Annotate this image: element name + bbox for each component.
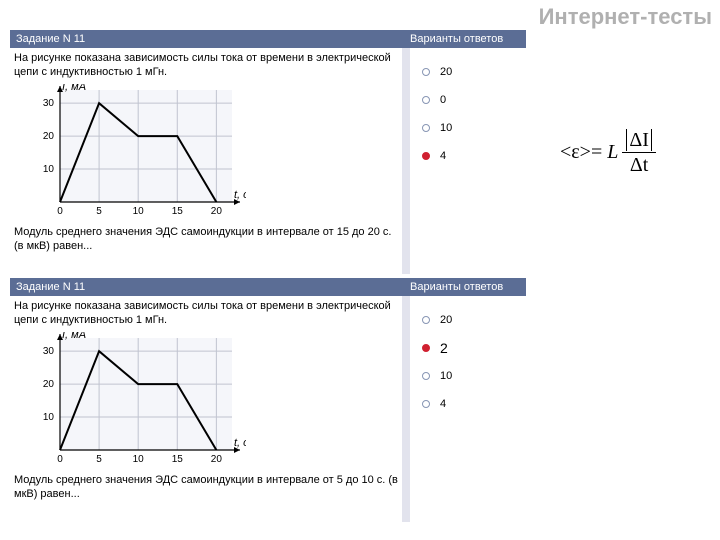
svg-text:5: 5 [96,206,102,217]
radio-icon [422,152,430,160]
svg-text:10: 10 [133,206,145,217]
answer-label: 20 [440,66,452,78]
svg-text:5: 5 [96,454,102,465]
answer-label: 20 [440,314,452,326]
answer-label: 2 [440,340,448,356]
answer-option[interactable]: 10 [422,362,522,390]
answer-option[interactable]: 10 [422,114,522,142]
radio-icon [422,316,430,324]
answer-list: 20 2 10 4 [422,306,522,418]
question-header: Задание N 11 Варианты ответов [10,30,526,48]
svg-text:20: 20 [211,454,223,465]
radio-icon [422,372,430,380]
answer-label: 4 [440,398,446,410]
radio-icon [422,124,430,132]
answer-option[interactable]: 0 [422,86,522,114]
radio-icon [422,96,430,104]
svg-text:10: 10 [43,164,55,175]
svg-text:15: 15 [172,206,184,217]
vertical-separator [402,48,410,274]
svg-text:30: 30 [43,346,55,357]
task-number: Задание N 11 [10,30,404,48]
answers-header: Варианты ответов [404,30,526,48]
emf-formula: <ε>= L ΔI Δt [560,130,656,175]
current-vs-time-chart: 0 5 10 15 20 10 20 30 I, мА t, с [26,84,246,224]
question-block-2: Задание N 11 Варианты ответов На рисунке… [10,278,526,522]
answer-list: 20 0 10 4 [422,58,522,170]
radio-icon [422,400,430,408]
answer-option[interactable]: 20 [422,58,522,86]
answer-label: 0 [440,94,446,106]
answers-header: Варианты ответов [404,278,526,296]
svg-text:20: 20 [43,379,55,390]
vertical-separator [402,296,410,522]
question-header: Задание N 11 Варианты ответов [10,278,526,296]
task-question: Модуль среднего значения ЭДС самоиндукци… [14,474,398,502]
formula-fraction: ΔI Δt [622,130,656,175]
svg-text:I, мА: I, мА [62,84,86,93]
task-text: На рисунке показана зависимость силы ток… [14,300,398,328]
svg-text:15: 15 [172,454,184,465]
svg-text:t, с: t, с [234,437,246,449]
task-number: Задание N 11 [10,278,404,296]
answer-label: 10 [440,370,452,382]
radio-icon [422,344,430,352]
svg-text:30: 30 [43,98,55,109]
formula-lhs: <ε>= L [560,141,618,164]
svg-text:20: 20 [211,206,223,217]
svg-text:20: 20 [43,131,55,142]
svg-text:t, с: t, с [234,189,246,201]
question-block-1: Задание N 11 Варианты ответов На рисунке… [10,30,526,274]
current-vs-time-chart: 0 5 10 15 20 10 20 30 I, мА t, с [26,332,246,472]
page-title: Интернет-тесты [539,4,712,30]
answer-option[interactable]: 4 [422,390,522,418]
answer-label: 4 [440,150,446,162]
svg-text:10: 10 [43,412,55,423]
answer-option[interactable]: 4 [422,142,522,170]
answer-option[interactable]: 20 [422,306,522,334]
svg-text:I, мА: I, мА [62,332,86,341]
task-text: На рисунке показана зависимость силы ток… [14,52,398,80]
answer-label: 10 [440,122,452,134]
radio-icon [422,68,430,76]
svg-text:0: 0 [57,454,63,465]
answer-option[interactable]: 2 [422,334,522,362]
svg-text:10: 10 [133,454,145,465]
svg-text:0: 0 [57,206,63,217]
task-question: Модуль среднего значения ЭДС самоиндукци… [14,226,398,254]
